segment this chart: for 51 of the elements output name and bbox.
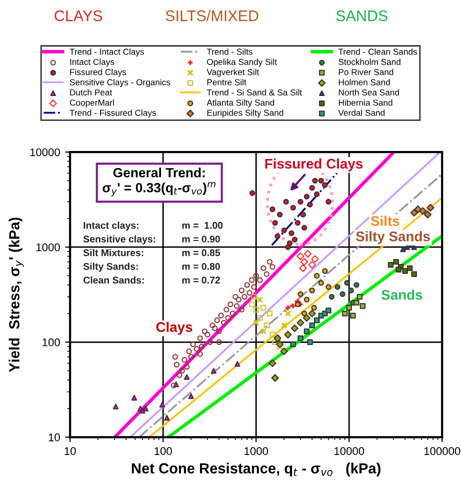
x-tick-label: 1000: [244, 447, 268, 456]
text: SANDS: [336, 10, 388, 22]
legend-label: Opelika Sandy Silt: [207, 58, 277, 67]
x-tick-label: 100: [154, 447, 172, 456]
legend-label: Holmen Sand: [338, 78, 390, 86]
legend-label: Po River Sand: [338, 68, 394, 76]
legend-label: Trend - Silts: [206, 48, 252, 55]
legend-label: Trend - Intact Clays: [70, 48, 144, 56]
annotation: Intact clays:: [84, 222, 138, 231]
annotation: Sensitive clays:: [83, 235, 156, 244]
text: SILTS/MIXED: [166, 10, 258, 22]
annotation: Fissured Clays: [265, 158, 363, 172]
annotation: Silty Sands: [356, 231, 430, 244]
text: General Trend: σ$_{y}$' = 0.33(q$_{t}$-σ$_{vo}$)$^{m}$: [102, 168, 216, 196]
legend-label: Hibernia Sand: [338, 99, 392, 106]
annotation: Silts: [370, 216, 400, 226]
annotation: m = 1.00: [182, 222, 223, 229]
annotation: m = 0.72: [182, 276, 220, 284]
legend-label: Trend - Clean Sands: [338, 48, 418, 55]
annotation: m = 0.85: [182, 249, 220, 256]
annotation: Clays: [156, 322, 192, 335]
y-tick-label: 1000: [36, 243, 60, 252]
y-axis-title: Yield Stress, σ$_{y}$' (kPa): [8, 218, 24, 372]
y-tick-label: 10: [48, 433, 60, 442]
legend-label: Trend - Fissured Clays: [70, 110, 156, 118]
legend-label: Verdal Sand: [338, 110, 385, 116]
legend-label: Fissured Clays: [70, 68, 126, 77]
legend-label: CooperMarl: [70, 99, 114, 108]
x-tick-label: 10: [64, 447, 76, 456]
legend-label: Trend - Si Sand & Sa Silt: [206, 89, 302, 96]
annotation: Silt Mixtures:: [83, 249, 144, 256]
legend-label: Dutch Peat: [70, 89, 112, 96]
legend-label: Intact Clays: [70, 58, 114, 67]
annotation: m = 0.80: [182, 262, 220, 270]
annotation: Silty Sands:: [83, 262, 138, 272]
annotation: Clean Sands:: [83, 276, 144, 284]
legend-label: Stockholm Sand: [338, 58, 400, 65]
annotation: Sands: [381, 290, 422, 300]
legend-label: Atlanta Silty Sand: [206, 99, 274, 108]
legend-label: Vagverket Silt: [206, 68, 260, 77]
annotation: m = 0.90: [182, 236, 220, 242]
legend-label: North Sea Sand: [338, 89, 399, 96]
text: CLAYS: [54, 10, 102, 22]
legend-label: Pentre Silt: [207, 78, 246, 86]
y-tick-label: 100: [42, 338, 60, 346]
x-tick-label: 100000: [424, 447, 460, 456]
x-tick-label: 10000: [334, 447, 364, 456]
y-tick-label: 10000: [30, 148, 60, 156]
legend-label: Sensitive Clays - Organics: [70, 78, 170, 88]
text: Net Cone Resistance, q$_{t}$ - σ$_{vo}$ (kPa): [132, 462, 380, 476]
legend-label: Euripides Silty Sand: [207, 110, 284, 118]
